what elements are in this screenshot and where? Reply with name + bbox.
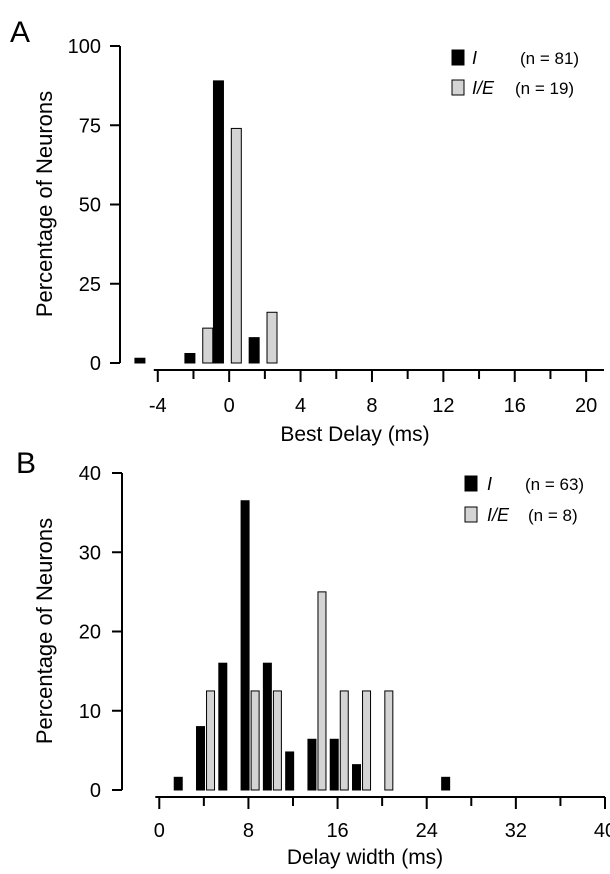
panel-a-legend-n-i: (n = 81)	[520, 49, 579, 68]
panel-a-bar-i	[184, 352, 196, 364]
panel-a-bar-i	[212, 80, 224, 364]
panel-a-legend-swatch-i	[451, 49, 465, 66]
panel-a-x-tick-label: 8	[366, 395, 377, 417]
panel-a-x-tick-label: -4	[149, 395, 167, 417]
panel-a-y-tick-label: 0	[90, 353, 101, 375]
panel-b-x-tick-label: 8	[243, 820, 254, 842]
panel-b-legend-swatch-i	[464, 475, 478, 492]
panel-b-y-tick-label: 0	[90, 780, 101, 802]
panel-a-legend: I (n = 81) I/E (n = 19)	[451, 48, 579, 98]
panel-a-y-tick-label: 25	[79, 274, 101, 296]
panel-b-x-tick-label: 16	[326, 820, 348, 842]
panel-b-legend-swatch-ie	[464, 506, 478, 523]
panel-b-bar-i	[240, 500, 250, 791]
panel-a-y-tick-label: 100	[68, 36, 101, 58]
panel-b-bar-i	[262, 662, 272, 791]
panel-b-y-tick-label: 30	[79, 542, 101, 564]
panel-a-y-tick-label: 50	[79, 195, 101, 217]
panel-b-label: B	[16, 447, 36, 480]
panel-b-bar-i	[307, 738, 317, 791]
panel-b-bar-i	[441, 776, 451, 791]
panel-a-legend-n-ie: (n = 19)	[515, 79, 574, 98]
panel-a-x-tick-label: 16	[504, 395, 526, 417]
panel-a-bar-ie	[266, 311, 278, 364]
panel-a-plot: 0 25 50 75 100 -4 0 4 8 12 16 20	[68, 36, 604, 417]
panel-a-legend-label-ie: I/E	[472, 78, 495, 98]
panel-a-y-axis-label: Percentage of Neurons	[32, 91, 57, 317]
panel-a-x-tick-label: 12	[432, 395, 454, 417]
panel-a-x-tick-label: 0	[224, 395, 235, 417]
panel-b-legend-label-i: I	[487, 474, 492, 494]
panel-b-bar-ie	[206, 690, 216, 791]
panel-b-x-axis-label: Delay width (ms)	[287, 846, 443, 869]
panel-a-x-tick-label: 20	[575, 395, 597, 417]
panel-b-y-tick-label: 10	[79, 701, 101, 723]
panel-b-bar-i	[218, 662, 228, 791]
panel-b-bar-i	[196, 726, 206, 791]
panel-b-x-tick-label: 40	[594, 820, 610, 842]
panel-b-bar-i	[329, 738, 339, 791]
panel-b-bar-i	[352, 764, 362, 791]
panel-a-bar-ie	[202, 327, 214, 364]
panel-b-bar-i	[285, 751, 295, 791]
panel-a-bar-ie	[230, 127, 242, 364]
panel-a-x-tick-label: 4	[295, 395, 306, 417]
panel-b-y-axis-label: Percentage of Neurons	[32, 518, 57, 744]
panel-b-bar-ie	[250, 690, 260, 791]
panel-b-legend-n-ie: (n = 8)	[528, 506, 578, 525]
panel-b-bar-ie	[362, 690, 372, 791]
panel-a-legend-label-i: I	[472, 48, 477, 68]
panel-b-legend-n-i: (n = 63)	[525, 475, 584, 494]
panel-a-label: A	[10, 16, 30, 49]
panel-b-bar-ie	[317, 591, 327, 791]
panel-b-bar-ie	[384, 690, 394, 791]
panel-b: B 0 10 20 30 40 0 8 16 24 32 40 Percentage of Neur…	[16, 447, 610, 869]
panel-b-bar-ie	[339, 690, 349, 791]
panel-b-legend-label-ie: I/E	[487, 505, 510, 525]
panel-a-x-axis-label: Best Delay (ms)	[280, 423, 429, 446]
panel-b-y-tick-label: 20	[79, 622, 101, 644]
panel-b-x-tick-label: 0	[154, 820, 165, 842]
panel-a: A 0 25 50 75 100 -4 0 4 8 12 16 20 Percentage of Ne…	[10, 16, 604, 446]
panel-a-bar-i	[248, 337, 260, 364]
panel-b-bar-i	[173, 776, 183, 791]
panel-b-bar-ie	[272, 690, 282, 791]
panel-a-bar-i	[134, 357, 146, 364]
panel-b-x-tick-label: 32	[505, 820, 527, 842]
panel-b-legend: I (n = 63) I/E (n = 8)	[464, 474, 584, 525]
panel-b-y-tick-label: 40	[79, 463, 101, 485]
panel-a-y-tick-label: 75	[79, 115, 101, 137]
panel-a-legend-swatch-ie	[451, 79, 465, 96]
panel-b-x-tick-label: 24	[416, 820, 438, 842]
panel-b-plot: 0 10 20 30 40 0 8 16 24 32 40	[79, 463, 610, 842]
